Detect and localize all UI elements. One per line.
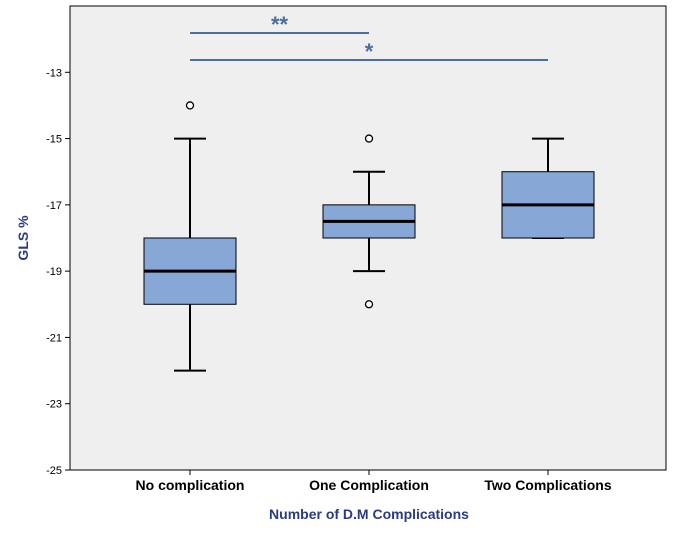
- significance-label: **: [271, 12, 289, 37]
- y-tick-label: -23: [46, 399, 62, 411]
- y-tick-label: -13: [46, 67, 62, 79]
- x-category-label: No complication: [136, 477, 245, 493]
- x-category-label: One Complication: [309, 477, 429, 493]
- outlier-point: [185, 101, 195, 110]
- outlier-point: [364, 134, 374, 143]
- y-tick-label: -17: [46, 200, 62, 212]
- x-category-label: Two Complications: [484, 477, 612, 493]
- outlier-point: [364, 300, 374, 309]
- significance-label: *: [365, 39, 374, 64]
- y-tick-label: -21: [46, 332, 62, 344]
- x-axis-title: Number of D.M Complications: [269, 506, 469, 522]
- boxes: [143, 101, 595, 372]
- box-2: [322, 134, 416, 309]
- y-axis-title: GLS %: [15, 215, 31, 261]
- y-axis-ticks: -13 -15 -17 -19 -21 -23 -25: [46, 67, 70, 477]
- y-tick-label: -19: [46, 266, 62, 278]
- box-1: [143, 101, 237, 372]
- y-tick-label: -15: [46, 134, 62, 146]
- y-tick-label: -25: [46, 465, 62, 477]
- x-axis-categories: No complication One Complication Two Compl…: [136, 470, 612, 493]
- box-3: [501, 137, 595, 239]
- significance-annotations: ***: [190, 12, 548, 64]
